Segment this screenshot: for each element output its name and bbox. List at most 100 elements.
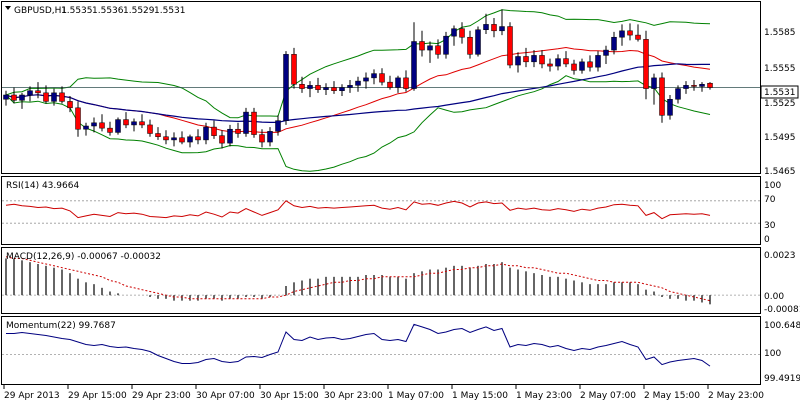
candle-down — [459, 28, 465, 38]
collapse-triangle-icon[interactable] — [5, 6, 11, 10]
candle-down — [11, 94, 17, 101]
candle-up — [595, 55, 601, 68]
candle-up — [83, 125, 89, 130]
time-tick-label: 29 Apr 15:00 — [68, 391, 127, 400]
candle-down — [523, 56, 529, 63]
candle-up — [603, 49, 609, 56]
time-tick-label: 1 May 23:00 — [516, 391, 572, 400]
rsi-line — [5, 200, 711, 220]
candle-down — [379, 73, 385, 83]
candle-down — [315, 85, 321, 90]
candle-up — [227, 128, 233, 144]
candle-up — [3, 94, 9, 100]
candle-up — [203, 126, 209, 141]
candle-up — [115, 119, 121, 133]
macd-tick-label: 0.00 — [764, 292, 784, 302]
candle-up — [579, 61, 585, 71]
candle-down — [251, 111, 257, 135]
macd-title: MACD(12,26,9) -0.00067 -0.00032 — [6, 252, 161, 262]
rsi-chart — [2, 200, 760, 224]
time-tick-label: 2 May 07:00 — [580, 391, 636, 400]
current-price-label: 1.5531 — [764, 88, 796, 98]
candle-down — [571, 63, 577, 71]
candle-down — [635, 34, 641, 40]
candle-up — [275, 120, 281, 132]
candle-down — [299, 84, 305, 89]
price-tick-label: 1.5465 — [764, 167, 796, 177]
momentum-tick-label: 100 — [764, 349, 781, 359]
candle-up — [515, 56, 521, 66]
candle-down — [35, 90, 41, 94]
candle-down — [707, 82, 713, 88]
candle-up — [339, 87, 345, 91]
rsi-tick-label: 100 — [764, 181, 781, 191]
time-tick-label: 29 Apr 23:00 — [132, 391, 191, 400]
candle-up — [483, 24, 489, 30]
time-tick-label: 2 May 23:00 — [708, 391, 764, 400]
candle-up — [611, 36, 617, 51]
price-ohlc-open: 1.5535 — [61, 6, 93, 16]
candle-up — [371, 73, 377, 79]
momentum-line — [6, 323, 711, 367]
bollinger-lower-line — [5, 75, 711, 172]
candle-down — [627, 30, 633, 36]
time-tick-label: 1 May 15:00 — [452, 391, 508, 400]
macd-pane-frame — [1, 247, 761, 314]
candle-down — [691, 85, 697, 87]
candle-up — [283, 54, 289, 121]
price-chart — [2, 9, 760, 172]
time-tick-label: 30 Apr 23:00 — [324, 391, 383, 400]
price-ohlc-high: 1.5536 — [92, 6, 124, 16]
candle-up — [531, 55, 537, 63]
candle-up — [131, 121, 137, 126]
candle-down — [235, 128, 241, 134]
candle-down — [59, 92, 65, 102]
candle-up — [19, 94, 25, 101]
candle-down — [291, 54, 297, 85]
price-ohlc-close: 1.5531 — [154, 6, 186, 16]
momentum-chart — [2, 323, 760, 367]
candle-up — [307, 85, 313, 89]
price-ohlc-low: 1.5529 — [123, 6, 155, 16]
macd-tick-label: 0.0023 — [764, 251, 796, 261]
candle-up — [347, 85, 353, 88]
price-tick-label: 1.5525 — [764, 99, 796, 109]
candle-down — [331, 87, 337, 91]
candle-down — [195, 136, 201, 141]
momentum-pane-frame — [1, 316, 761, 385]
candle-down — [587, 61, 593, 68]
candle-down — [107, 127, 113, 133]
candle-up — [651, 77, 657, 89]
candle-up — [355, 80, 361, 86]
candle-down — [659, 77, 665, 116]
candle-down — [387, 81, 393, 88]
candle-up — [267, 131, 273, 143]
candle-down — [43, 92, 49, 102]
candle-up — [443, 35, 449, 55]
time-tick-label: 30 Apr 07:00 — [196, 391, 255, 400]
momentum-tick-label: 99.4919 — [764, 374, 800, 384]
candle-down — [259, 134, 265, 143]
rsi-tick-label: 70 — [764, 195, 776, 205]
macd-chart — [2, 256, 760, 305]
moving-average-line — [5, 63, 710, 124]
momentum-tick-label: 100.6487 — [764, 321, 800, 331]
price-tick-label: 1.5555 — [764, 64, 796, 74]
candle-up — [667, 99, 673, 116]
candle-up — [243, 111, 249, 134]
current-price-box — [760, 85, 799, 99]
rsi-tick-label: 0 — [764, 235, 770, 245]
candle-down — [99, 122, 105, 129]
candle-down — [139, 121, 145, 126]
time-tick-label: 29 Apr 2013 — [4, 391, 60, 400]
candle-down — [123, 119, 129, 126]
candle-down — [643, 39, 649, 89]
candle-up — [323, 87, 329, 90]
candle-down — [467, 36, 473, 55]
candle-up — [683, 85, 689, 89]
time-tick-label: 30 Apr 15:00 — [260, 391, 319, 400]
candle-up — [395, 77, 401, 88]
